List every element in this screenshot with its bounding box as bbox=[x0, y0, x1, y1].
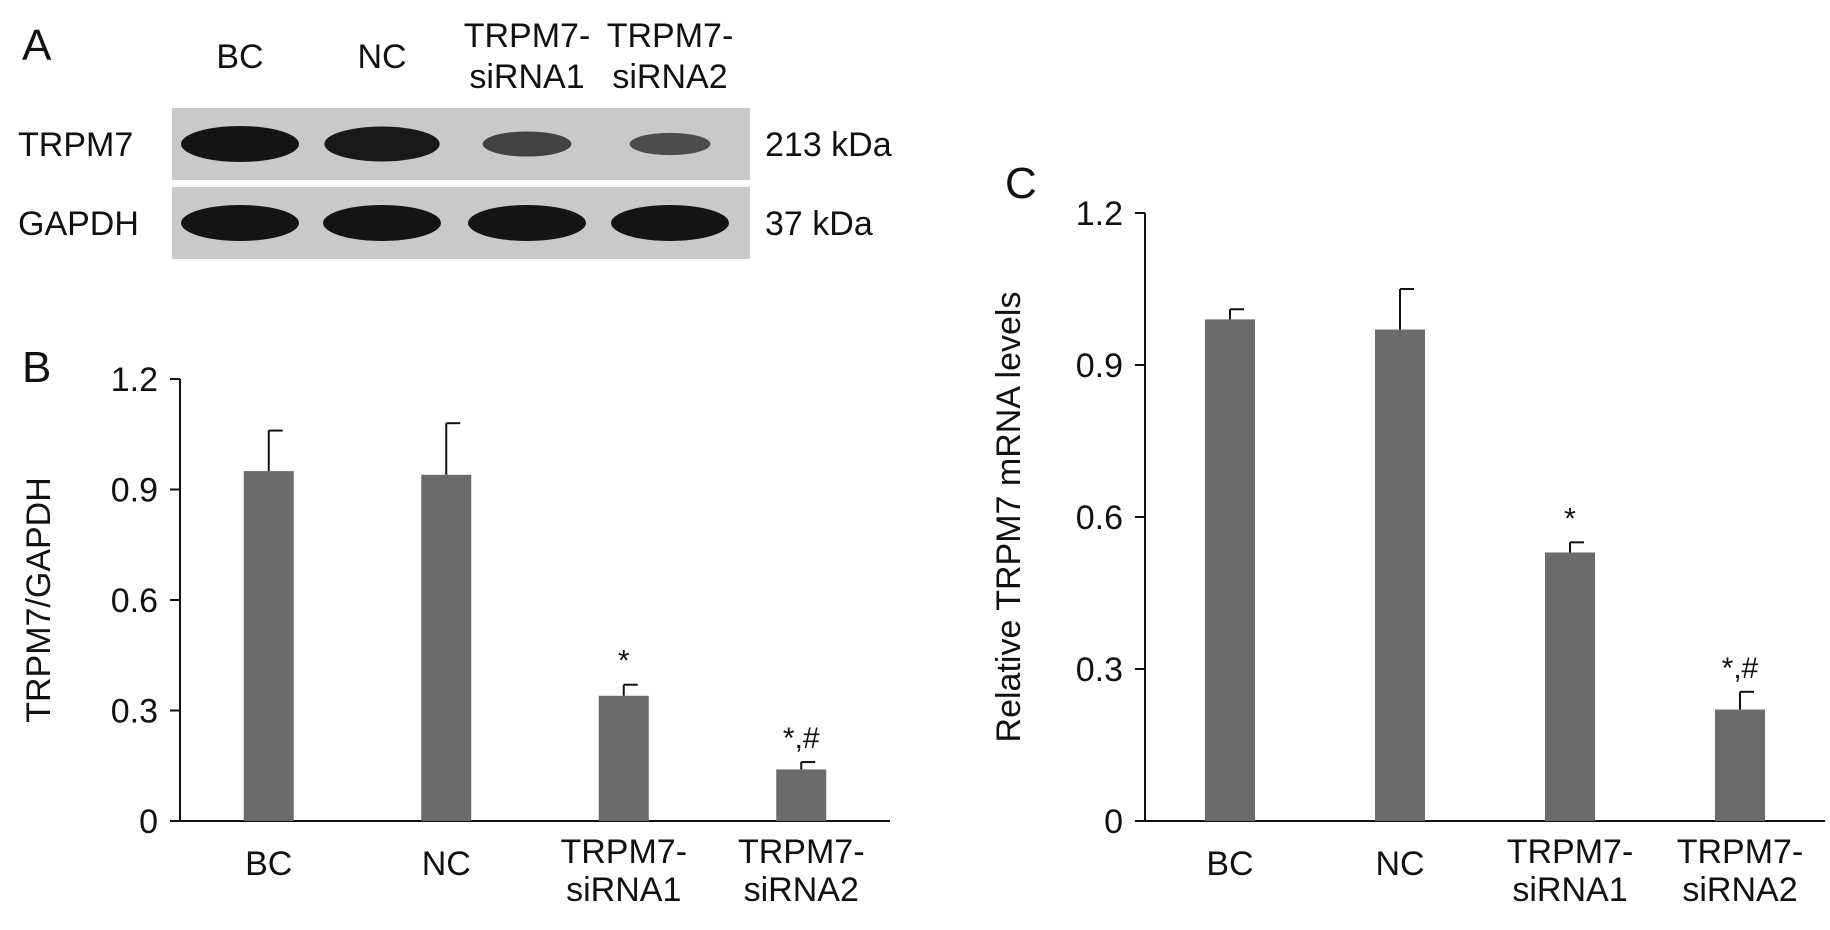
blot-protein-label: TRPM7 bbox=[18, 126, 133, 164]
y-axis-label: TRPM7/GAPDH bbox=[20, 477, 58, 723]
blot-row: TRPM7 213 kDa bbox=[18, 108, 892, 180]
blot-size-label: 213 kDa bbox=[765, 126, 892, 164]
blot-row: GAPDH 37 kDa bbox=[18, 187, 873, 259]
bar bbox=[1205, 319, 1255, 821]
y-axis-label: Relative TRPM7 mRNA levels bbox=[990, 292, 1028, 743]
blot-band bbox=[468, 205, 586, 241]
y-tick-label: 0.9 bbox=[111, 472, 158, 510]
blot-band bbox=[611, 205, 729, 241]
chart-c: Relative TRPM7 mRNA levels 0 0.3 0.6 0.9 1.2 B… bbox=[990, 195, 1825, 909]
x-tick-label: siRNA1 bbox=[1512, 871, 1627, 909]
blot-band bbox=[629, 132, 711, 156]
blot-protein-label: GAPDH bbox=[18, 205, 139, 243]
lane-header: siRNA2 bbox=[612, 58, 727, 96]
y-tick-label: 0.9 bbox=[1076, 347, 1123, 385]
significance-label: * bbox=[618, 645, 630, 678]
blot-band bbox=[482, 131, 572, 157]
y-tick-label: 1.2 bbox=[111, 361, 158, 399]
blot-band bbox=[323, 205, 441, 241]
x-tick-label: TRPM7- bbox=[560, 833, 687, 871]
lane-header: TRPM7- bbox=[607, 17, 734, 55]
bar bbox=[1375, 329, 1425, 821]
x-tick-label: TRPM7- bbox=[1677, 833, 1804, 871]
x-tick-label: siRNA1 bbox=[566, 871, 681, 909]
bar bbox=[598, 695, 649, 821]
x-tick-label: BC bbox=[1206, 845, 1253, 883]
y-tick-label: 1.2 bbox=[1076, 195, 1123, 233]
y-tick-label: 0.3 bbox=[111, 693, 158, 731]
blot-band bbox=[324, 126, 440, 162]
panel-c-letter: C bbox=[1005, 159, 1037, 208]
y-tick-label: 0.3 bbox=[1076, 651, 1123, 689]
y-tick-label: 0.6 bbox=[111, 582, 158, 620]
x-tick-label: siRNA2 bbox=[1682, 871, 1797, 909]
blot-band bbox=[181, 126, 299, 162]
significance-label: *,# bbox=[1722, 652, 1759, 685]
panel-b-letter: B bbox=[22, 343, 51, 392]
bar bbox=[1715, 709, 1765, 821]
bar bbox=[1545, 552, 1595, 821]
significance-label: * bbox=[1564, 502, 1576, 535]
x-tick-label: NC bbox=[1375, 845, 1424, 883]
x-tick-label: BC bbox=[245, 845, 292, 883]
x-tick-label: NC bbox=[422, 845, 471, 883]
x-tick-label: TRPM7- bbox=[1507, 833, 1634, 871]
blot-band bbox=[181, 205, 299, 241]
y-tick-label: 0 bbox=[1104, 803, 1123, 841]
lane-header: NC bbox=[357, 38, 406, 76]
panel-a-letter: A bbox=[22, 21, 52, 70]
lane-header: siRNA1 bbox=[469, 58, 584, 96]
lane-header: TRPM7- bbox=[464, 17, 591, 55]
panel-c: C Relative TRPM7 mRNA levels 0 0.3 0.6 0.9 1.… bbox=[990, 159, 1825, 909]
bar bbox=[776, 769, 827, 821]
y-tick-label: 0.6 bbox=[1076, 499, 1123, 537]
y-tick-label: 0 bbox=[139, 803, 158, 841]
blot-rows: TRPM7 213 kDa GAPDH 37 kDa bbox=[18, 108, 892, 259]
x-tick-label: TRPM7- bbox=[738, 833, 865, 871]
bar bbox=[243, 471, 294, 821]
blot-size-label: 37 kDa bbox=[765, 205, 873, 243]
significance-label: *,# bbox=[783, 722, 820, 755]
x-tick-label: siRNA2 bbox=[744, 871, 859, 909]
lane-header: BC bbox=[216, 38, 263, 76]
bar bbox=[421, 474, 472, 821]
